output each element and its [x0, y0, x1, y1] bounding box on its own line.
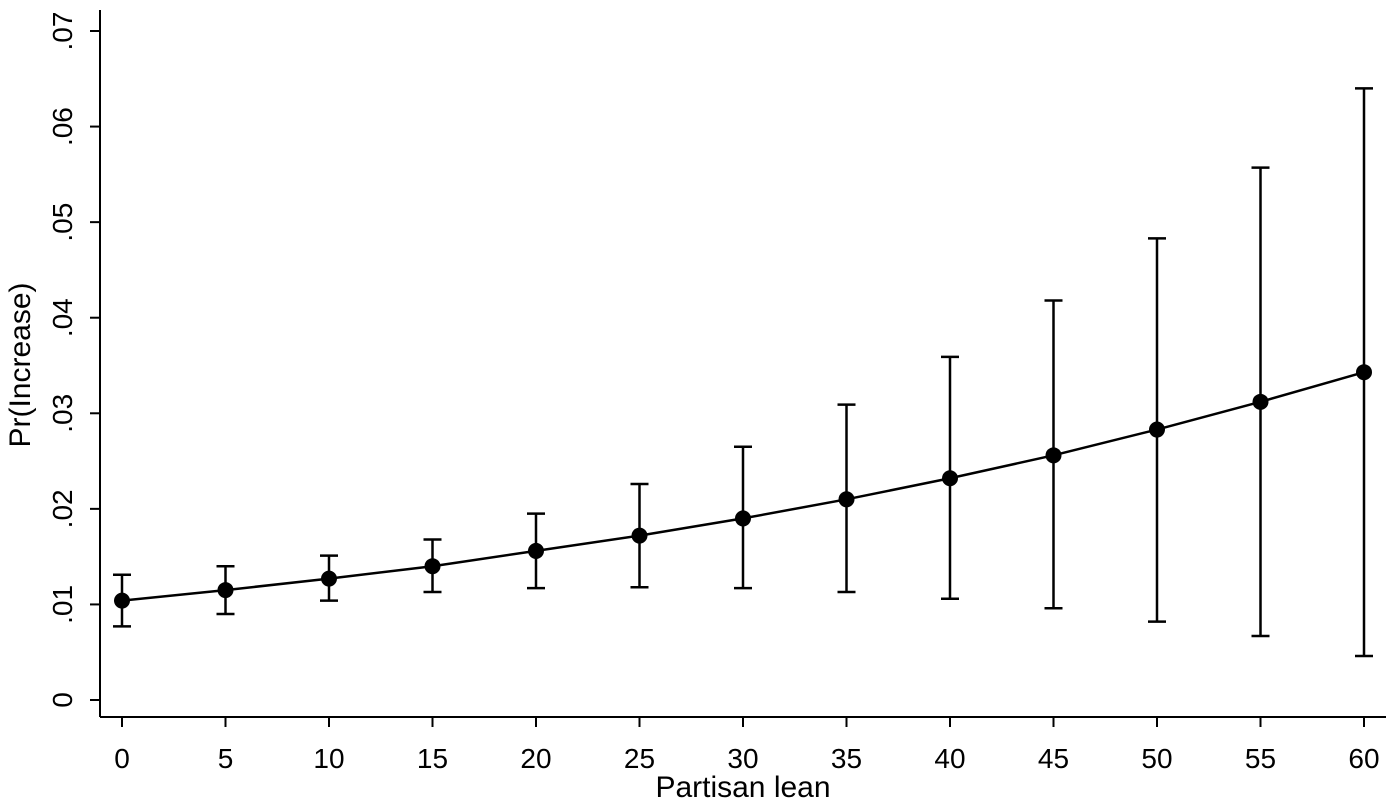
x-tick-label: 5 [218, 743, 234, 774]
x-tick-label: 0 [114, 743, 130, 774]
x-tick-label: 55 [1245, 743, 1276, 774]
data-point [1149, 421, 1165, 438]
data-point [631, 527, 648, 544]
y-tick-label: 0 [47, 692, 78, 708]
data-point [838, 491, 855, 508]
data-point [424, 558, 441, 575]
y-axis-title: Pr(Increase) [4, 282, 37, 447]
y-tick-label: .03 [47, 394, 78, 433]
y-tick-label: .04 [47, 298, 78, 337]
axes: 0 .01 .02 .03 .04 .05 .06 .07 0 5 10 15 20 25 30 35 40 4… [47, 10, 1386, 774]
data-point [321, 570, 337, 587]
x-tick-label: 25 [624, 743, 655, 774]
x-tick-label: 20 [520, 743, 551, 774]
x-tick-label: 10 [313, 743, 344, 774]
data-markers [114, 364, 1372, 609]
y-tick-label: .05 [47, 203, 78, 242]
x-tick-label: 35 [831, 743, 862, 774]
data-point [1252, 393, 1269, 410]
data-point [735, 510, 751, 527]
y-axis-ticks: 0 .01 .02 .03 .04 .05 .06 .07 [47, 12, 100, 708]
y-tick-label: .07 [47, 12, 78, 51]
y-tick-label: .02 [47, 489, 78, 528]
y-tick-label: .06 [47, 107, 78, 146]
x-tick-label: 45 [1038, 743, 1069, 774]
error-bars [113, 87, 1373, 658]
x-axis-title: Partisan lean [655, 771, 830, 804]
x-axis-ticks: 0 5 10 15 20 25 30 35 40 45 50 55 60 [114, 717, 1380, 774]
data-point [1045, 447, 1062, 464]
data-point [528, 542, 544, 559]
data-point [114, 592, 130, 609]
y-tick-label: .01 [47, 585, 78, 624]
x-tick-label: 30 [727, 743, 758, 774]
data-point [217, 582, 234, 599]
x-tick-label: 40 [934, 743, 965, 774]
x-tick-label: 60 [1348, 743, 1379, 774]
data-point [1356, 364, 1372, 381]
x-tick-label: 50 [1141, 743, 1172, 774]
x-tick-label: 15 [417, 743, 448, 774]
data-point [942, 470, 958, 487]
